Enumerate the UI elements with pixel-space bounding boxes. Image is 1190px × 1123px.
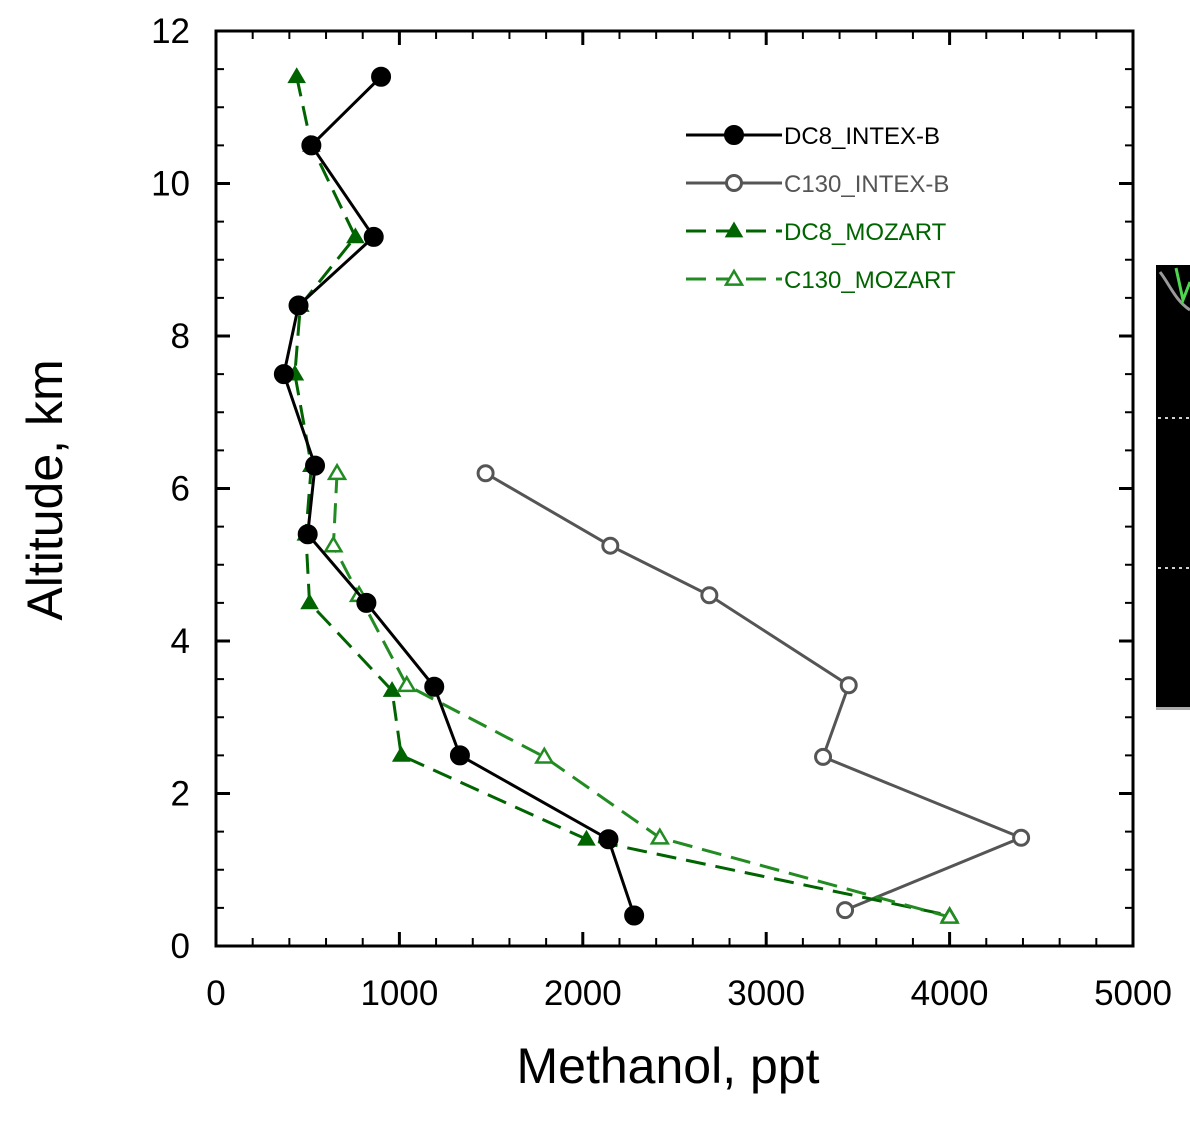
y-tick-labels: 0 2 4 6 8 10 12	[151, 12, 190, 966]
data-point	[371, 66, 392, 87]
data-point	[301, 135, 322, 156]
x-tick-label: 1000	[360, 974, 438, 1013]
legend-label: DC8_INTEX-B	[784, 123, 940, 150]
series-0	[273, 66, 645, 926]
data-point	[534, 746, 555, 764]
data-point	[1012, 828, 1031, 847]
y-tick-label: 2	[171, 775, 190, 814]
legend-marker	[725, 174, 743, 192]
legend-marker	[723, 268, 745, 286]
series-layer	[273, 66, 1031, 926]
legend-marker	[724, 221, 744, 238]
y-tick-label: 8	[171, 317, 190, 356]
data-point	[382, 681, 402, 697]
plot-area-frame	[214, 29, 1135, 948]
x-tick-label: 3000	[727, 974, 805, 1013]
series-line	[282, 75, 636, 916]
legend-label: DC8_MOZART	[784, 219, 947, 246]
data-point	[346, 227, 365, 244]
data-point	[598, 829, 619, 850]
data-point	[363, 226, 384, 247]
data-point	[288, 295, 309, 316]
data-point	[273, 364, 294, 385]
legend-label: C130_INTEX-B	[784, 171, 949, 198]
data-point	[297, 524, 318, 545]
data-point	[700, 586, 719, 605]
y-tick-label: 0	[171, 927, 190, 966]
x-tick-label: 4000	[911, 974, 989, 1013]
series-line	[484, 471, 1026, 912]
data-point	[601, 536, 620, 555]
data-point	[305, 455, 326, 476]
legend: DC8_INTEX-B C130_INTEX-B DC8_MOZART C130_MO…	[686, 123, 956, 294]
data-point	[814, 747, 833, 766]
series-line	[293, 76, 950, 917]
y-axis-title: Altitude, km	[17, 359, 73, 620]
y-tick-label: 12	[151, 12, 190, 51]
series-3	[323, 462, 960, 924]
legend-entry: C130_MOZART	[686, 267, 956, 294]
cropped-inset-fragment	[1156, 265, 1190, 710]
legend-entry: C130_INTEX-B	[686, 171, 949, 198]
x-axis-title: Methanol, ppt	[517, 1038, 820, 1094]
data-point	[323, 535, 344, 553]
data-point	[939, 906, 960, 924]
legend-entry: DC8_MOZART	[686, 219, 947, 246]
data-point	[287, 67, 307, 84]
axis-ticks	[214, 29, 1135, 948]
data-point	[624, 905, 645, 926]
data-point	[839, 676, 858, 695]
x-tick-label: 5000	[1094, 974, 1172, 1013]
x-tick-label: 2000	[544, 974, 622, 1013]
x-tick-label: 0	[206, 974, 225, 1013]
series-1	[476, 464, 1031, 920]
data-point	[300, 593, 319, 610]
data-point	[577, 829, 596, 846]
data-point	[326, 462, 348, 481]
x-tick-labels: 0 1000 2000 3000 4000 5000	[206, 974, 1172, 1013]
y-tick-label: 6	[171, 470, 190, 509]
data-point	[476, 464, 495, 483]
y-tick-label: 4	[171, 622, 190, 661]
data-point	[449, 745, 470, 766]
legend-entry: DC8_INTEX-B	[686, 123, 940, 150]
legend-label: C130_MOZART	[784, 267, 956, 294]
data-point	[649, 827, 671, 845]
data-point	[396, 674, 417, 693]
data-point	[391, 745, 411, 762]
legend-marker	[724, 125, 744, 145]
data-point	[356, 592, 377, 613]
data-point	[424, 676, 445, 697]
data-point	[836, 901, 855, 920]
y-tick-label: 10	[151, 165, 190, 204]
